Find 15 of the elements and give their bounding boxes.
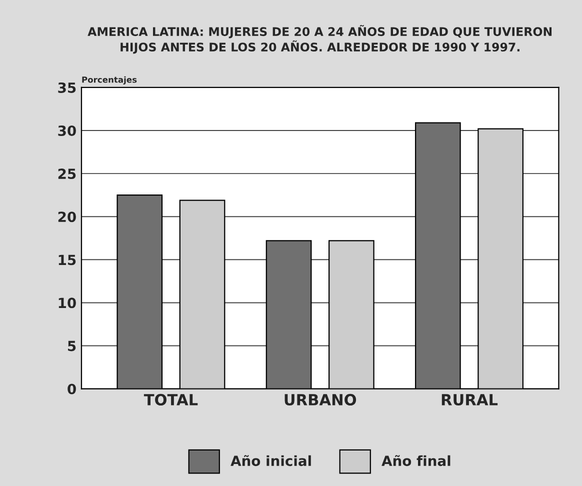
y-tick-label: 15	[58, 254, 76, 266]
y-tick-label: 0	[68, 384, 76, 394]
x-tick-label: RURAL	[442, 394, 498, 406]
y-axis-title: Porcentajes	[82, 76, 137, 84]
y-tick-label: 10	[58, 298, 76, 308]
y-tick-label: 5	[68, 340, 76, 352]
y-tick-label: 35	[58, 82, 76, 93]
x-tick-label: URBANO	[284, 394, 356, 406]
legend-label: Año final	[382, 455, 450, 466]
legend-label: Año inicial	[230, 455, 311, 466]
chart-title: AMERICA LATINA: MUJERES DE 20 A 24 AÑOS DE EDAD QUE TUVIERON HIJOS ANTES DE LOS 20 AÑOS. ALREDEDOR DE 1990 Y 1997.	[88, 24, 552, 54]
x-tick-label: TOTAL	[144, 394, 198, 406]
y-tick-label: 20	[58, 212, 76, 222]
y-tick-label: 25	[58, 168, 76, 180]
y-tick-label: 30	[58, 125, 76, 136]
